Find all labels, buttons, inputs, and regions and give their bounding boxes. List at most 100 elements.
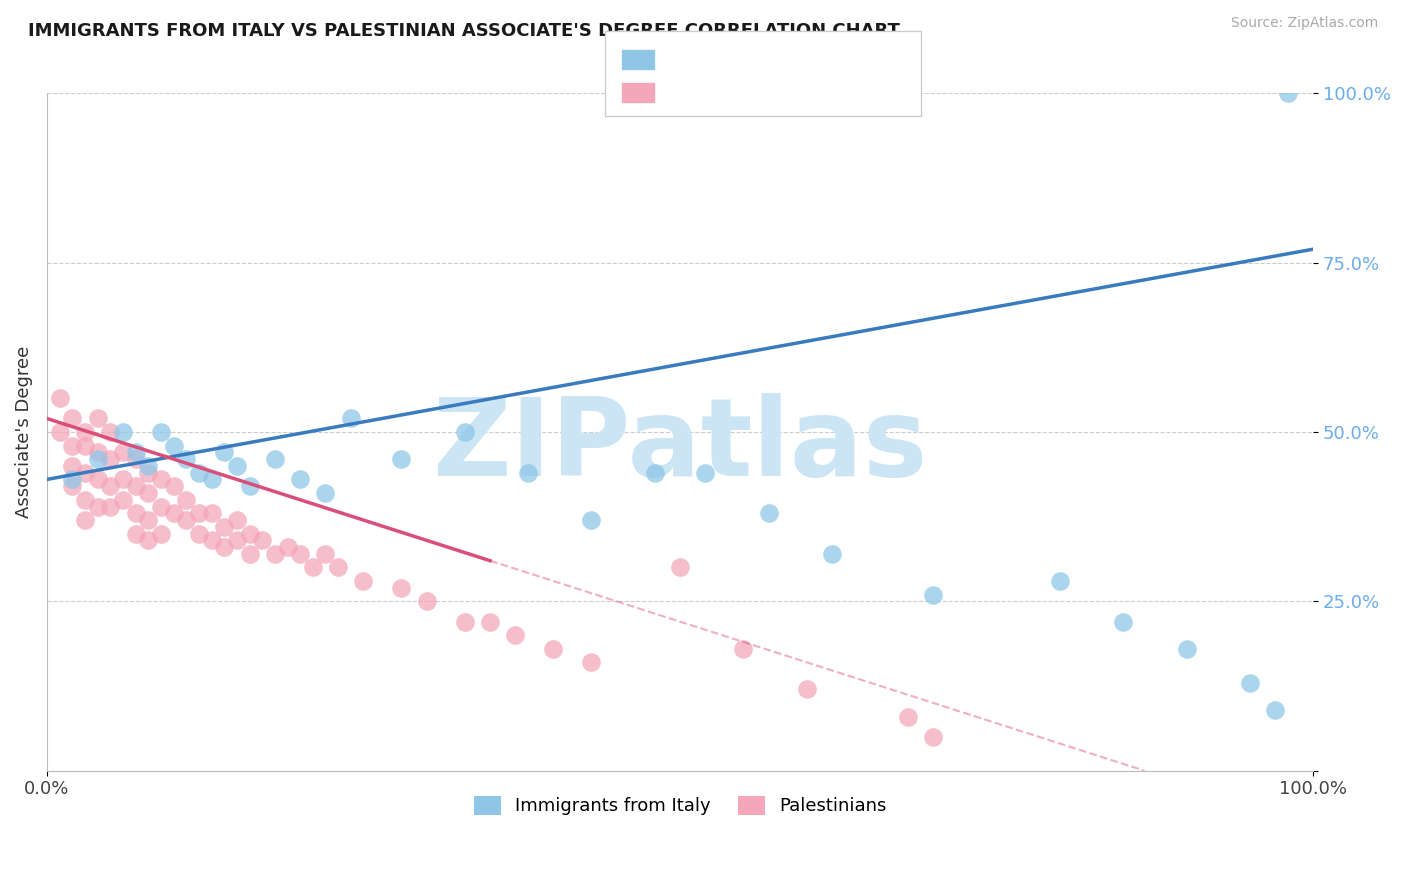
Point [517,466,540,480]
Point [1277,87,1299,101]
Point [276,540,298,554]
Point [187,506,209,520]
Point [98,479,121,493]
Text: Source: ZipAtlas.com: Source: ZipAtlas.com [1230,16,1378,30]
Point [225,513,247,527]
Point [225,458,247,473]
Point [187,466,209,480]
Point [162,506,184,520]
Point [60,411,83,425]
Point [212,520,235,534]
Point [124,506,146,520]
Point [212,445,235,459]
Point [73,513,96,527]
Legend: Immigrants from Italy, Palestinians: Immigrants from Italy, Palestinians [467,789,894,822]
Point [288,547,311,561]
Point [212,540,235,554]
Point [328,560,350,574]
Point [238,547,260,561]
Point [1112,615,1135,629]
Point [315,547,337,561]
Point [98,500,121,514]
Point [60,472,83,486]
Point [897,709,920,723]
Point [86,472,108,486]
Point [111,425,134,439]
Point [1264,703,1286,717]
Point [174,452,197,467]
Point [111,472,134,486]
Point [124,452,146,467]
Point [200,506,222,520]
Point [225,533,247,548]
Point [1239,675,1261,690]
Point [98,452,121,467]
Point [86,500,108,514]
Point [315,486,337,500]
Point [733,641,755,656]
Y-axis label: Associate's Degree: Associate's Degree [15,346,32,518]
Point [263,452,285,467]
Point [238,526,260,541]
Point [124,526,146,541]
Point [922,730,945,744]
Point [922,588,945,602]
Point [149,526,172,541]
Point [479,615,502,629]
Point [1049,574,1071,588]
Point [149,425,172,439]
Point [86,411,108,425]
Point [73,439,96,453]
Point [669,560,692,574]
Point [86,445,108,459]
Point [73,492,96,507]
Text: IMMIGRANTS FROM ITALY VS PALESTINIAN ASSOCIATE'S DEGREE CORRELATION CHART: IMMIGRANTS FROM ITALY VS PALESTINIAN ASS… [28,22,900,40]
Point [200,472,222,486]
Point [136,533,159,548]
Point [454,425,477,439]
Point [454,615,477,629]
Text: R = -0.200  N = 67: R = -0.200 N = 67 [662,85,858,103]
Point [48,391,70,405]
Point [263,547,285,561]
Point [644,466,666,480]
Point [1175,641,1198,656]
Point [136,513,159,527]
Point [136,486,159,500]
Point [391,452,413,467]
Text: R =  0.332  N = 32: R = 0.332 N = 32 [662,51,858,69]
Point [60,439,83,453]
Point [86,452,108,467]
Point [124,445,146,459]
Point [581,513,603,527]
Point [174,513,197,527]
Point [136,466,159,480]
Point [149,500,172,514]
Point [505,628,527,642]
Point [149,472,172,486]
Point [340,411,363,425]
Point [60,458,83,473]
Point [416,594,439,608]
Point [288,472,311,486]
Point [301,560,323,574]
Point [162,439,184,453]
Point [111,445,134,459]
Point [250,533,273,548]
Point [187,526,209,541]
Point [758,506,780,520]
Point [543,641,565,656]
Point [238,479,260,493]
Point [73,425,96,439]
Point [353,574,375,588]
Point [48,425,70,439]
Point [136,458,159,473]
Text: ZIPatlas: ZIPatlas [433,392,928,499]
Point [174,492,197,507]
Point [124,479,146,493]
Point [98,425,121,439]
Point [821,547,844,561]
Point [200,533,222,548]
Point [581,656,603,670]
Point [60,479,83,493]
